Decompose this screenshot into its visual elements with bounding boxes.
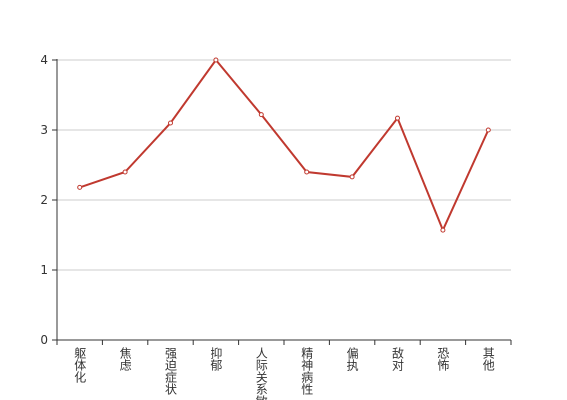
x-tick-label: 强迫症状: [164, 347, 178, 395]
point: [395, 115, 400, 121]
x-tick-label: 恐怖: [436, 347, 450, 371]
point: [440, 227, 446, 233]
point: [485, 127, 491, 133]
y-tick-label: 2: [40, 193, 48, 207]
y-tick-label: 0: [40, 333, 48, 347]
x-tick-label: 精神病性: [300, 347, 314, 396]
point: [122, 169, 128, 175]
x-tick-label: 躯体化: [73, 346, 87, 384]
y-tick-label: 1: [40, 263, 48, 277]
x-tick-label: 其他: [481, 347, 495, 371]
point: [213, 57, 219, 63]
line: [79, 58, 490, 233]
point: [304, 169, 310, 175]
x-tick-label: 人际关系敏感: [254, 347, 268, 400]
point: [258, 112, 264, 118]
x-tick-label: 抑郁: [209, 346, 223, 372]
point: [77, 184, 83, 190]
x-tick-label: 焦虑: [118, 347, 132, 371]
y-tick-label: 3: [40, 123, 48, 137]
y-tick-label: 4: [40, 53, 48, 67]
x-tick-label: 敌对: [391, 346, 405, 371]
point: [349, 174, 355, 180]
point: [168, 120, 173, 126]
x-tick-label: 偏执: [345, 346, 359, 372]
